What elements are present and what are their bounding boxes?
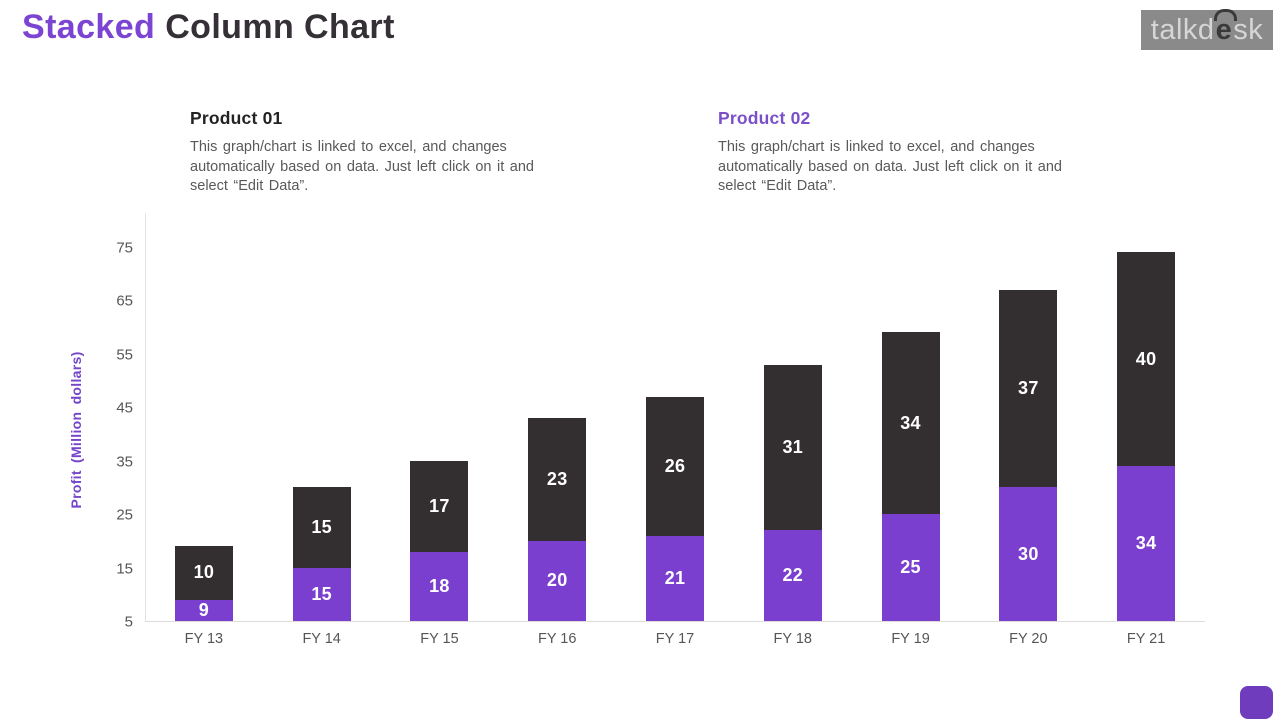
bar-value-label: 34 bbox=[900, 412, 921, 433]
bar-value-label: 18 bbox=[429, 575, 450, 596]
phone-handset-arc-icon bbox=[1213, 8, 1237, 21]
y-tick-label: 25 bbox=[116, 506, 133, 524]
bar-value-label: 25 bbox=[900, 557, 921, 578]
page-title-accent: Stacked bbox=[22, 8, 156, 46]
bar-value-label: 23 bbox=[546, 468, 568, 489]
page-title: Stacked Column Chart bbox=[22, 8, 395, 47]
talkdesk-logo: talkd e sk bbox=[1141, 8, 1273, 50]
y-axis-title: Profit (Million dollars) bbox=[68, 351, 84, 509]
bar-segment-dark: 34 bbox=[881, 332, 940, 515]
x-category-label: FY 14 bbox=[302, 631, 341, 647]
x-category-label: FY 13 bbox=[184, 631, 224, 647]
bar-segment-purple: 30 bbox=[999, 487, 1058, 621]
bar-segment-purple: 34 bbox=[1117, 466, 1176, 621]
bar-value-label: 30 bbox=[1018, 543, 1039, 564]
y-tick-label: 15 bbox=[116, 560, 133, 578]
product-02-heading: Product 02 bbox=[718, 108, 811, 128]
bar-segment-dark: 15 bbox=[292, 487, 351, 568]
page-title-rest: Column Chart bbox=[165, 8, 395, 46]
x-category-label: FY 20 bbox=[1009, 631, 1048, 647]
product-01-section: Product 01 This graph/chart is linked to… bbox=[190, 108, 582, 197]
y-tick-label: 45 bbox=[116, 399, 133, 417]
bar-value-label: 9 bbox=[198, 599, 210, 620]
bar-value-label: 15 bbox=[311, 516, 332, 537]
bar-value-label: 37 bbox=[1018, 378, 1039, 399]
bar-value-label: 34 bbox=[1135, 533, 1157, 554]
bar-segment-purple: 15 bbox=[292, 567, 351, 621]
logo-text-post: sk bbox=[1233, 13, 1264, 46]
y-tick-label: 5 bbox=[124, 613, 133, 631]
product-01-description: This graph/chart is linked to excel, and… bbox=[190, 139, 534, 194]
x-category-label: FY 19 bbox=[891, 631, 930, 647]
bar-value-label: 10 bbox=[193, 562, 215, 583]
logo-text-e: e bbox=[1215, 13, 1233, 46]
bar-value-label: 15 bbox=[311, 583, 332, 604]
bar-segment-dark: 37 bbox=[999, 289, 1058, 488]
bar-value-label: 17 bbox=[429, 495, 450, 516]
logo-text-pre: talkd bbox=[1150, 13, 1215, 46]
product-01-heading: Product 01 bbox=[190, 108, 283, 128]
corner-accent-shape bbox=[1240, 686, 1273, 719]
bar-value-label: 26 bbox=[664, 455, 686, 476]
x-category-label: FY 17 bbox=[655, 631, 695, 647]
y-tick-label: 35 bbox=[116, 453, 133, 471]
y-tick-label: 65 bbox=[116, 292, 133, 310]
bar-segment-purple: 18 bbox=[410, 551, 469, 621]
bar-segment-purple: 20 bbox=[528, 540, 587, 621]
x-axis-line bbox=[145, 621, 1205, 622]
bar-value-label: 21 bbox=[664, 567, 686, 588]
bar-segment-dark: 26 bbox=[646, 396, 704, 536]
bar-segment-purple: 25 bbox=[881, 514, 940, 621]
bar-segment-purple: 22 bbox=[763, 530, 822, 621]
bar-value-label: 40 bbox=[1135, 348, 1157, 369]
y-axis-line bbox=[145, 213, 146, 621]
bar-segment-dark: 40 bbox=[1117, 252, 1176, 467]
bar-segment-purple: 9 bbox=[174, 599, 233, 621]
logo-e-glyph: e bbox=[1213, 8, 1237, 46]
x-category-label: FY 16 bbox=[538, 631, 577, 647]
product-02-section: Product 02 This graph/chart is linked to… bbox=[718, 108, 1110, 197]
x-category-label: FY 15 bbox=[420, 631, 459, 647]
x-category-label: FY 21 bbox=[1126, 631, 1166, 647]
bar-value-label: 20 bbox=[546, 570, 568, 591]
bar-segment-dark: 17 bbox=[410, 460, 469, 552]
y-tick-label: 55 bbox=[116, 346, 133, 364]
x-category-label: FY 18 bbox=[773, 631, 812, 647]
bar-segment-dark: 23 bbox=[528, 417, 587, 541]
bar-segment-purple: 21 bbox=[646, 535, 704, 621]
bar-segment-dark: 31 bbox=[763, 364, 822, 531]
bar-segment-dark: 10 bbox=[174, 546, 233, 600]
bar-value-label: 22 bbox=[782, 565, 804, 586]
product-02-description: This graph/chart is linked to excel, and… bbox=[718, 139, 1062, 194]
y-tick-label: 75 bbox=[116, 239, 133, 257]
bar-value-label: 31 bbox=[782, 436, 804, 457]
